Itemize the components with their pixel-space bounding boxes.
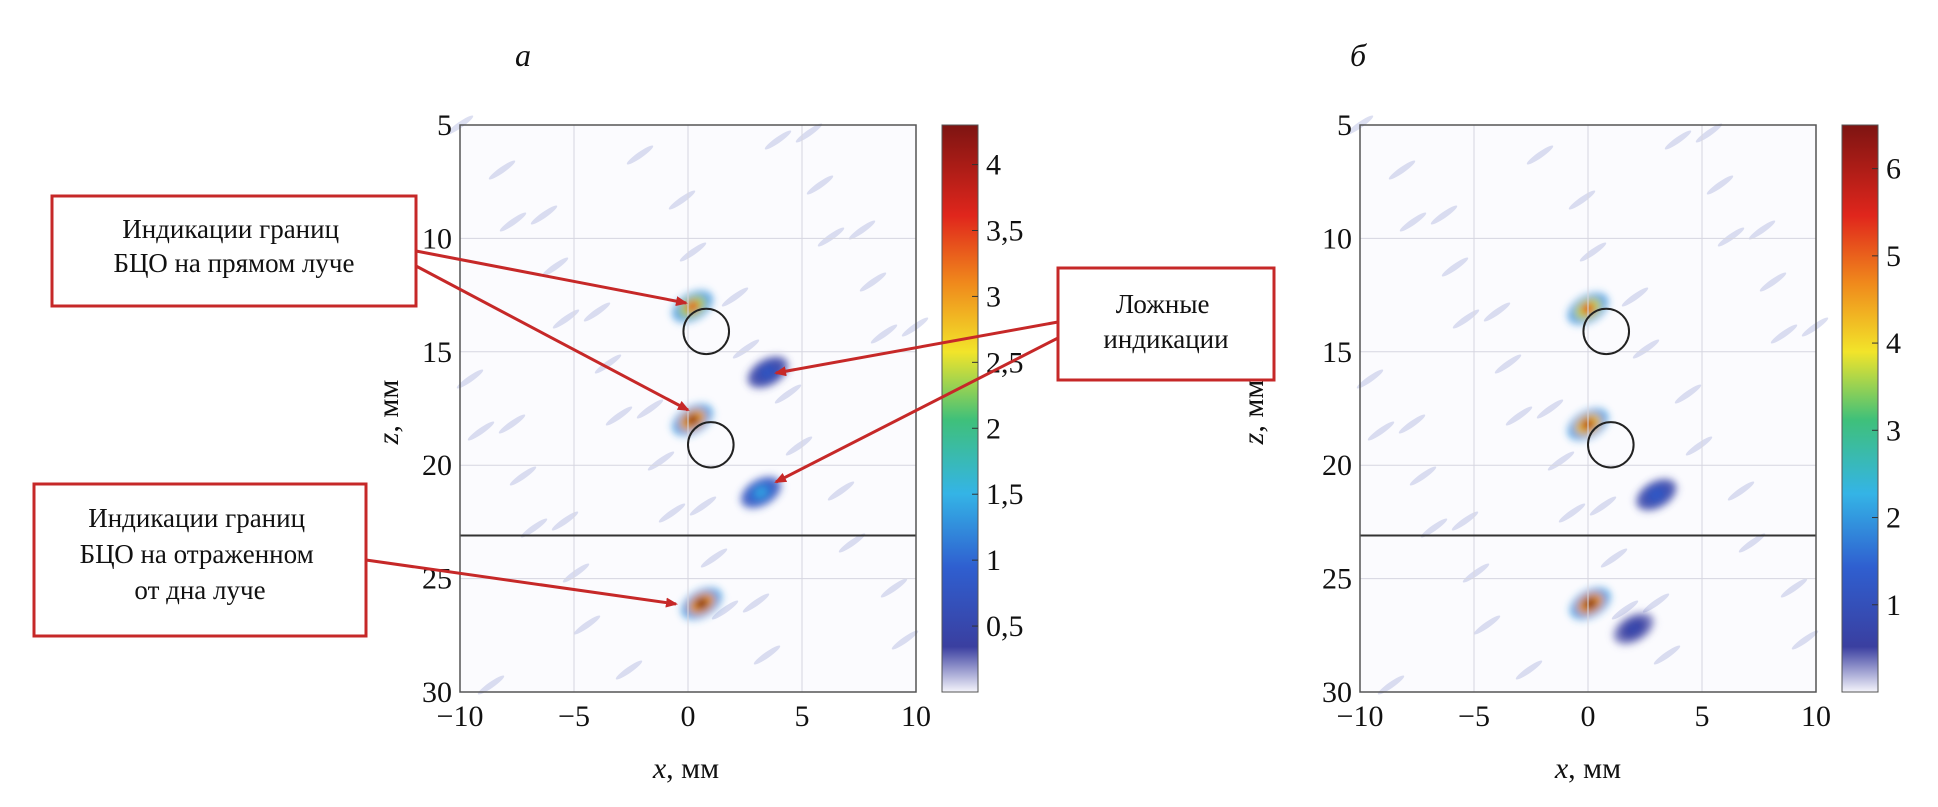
colorbar-tick-label: 4 [986,149,1001,182]
colorbar-tick-label: 6 [1886,153,1901,186]
y-tick-label: 15 [1322,336,1352,369]
callout-text-false: Ложные индикации [1103,289,1228,354]
panel-label-b: б [1350,37,1367,73]
colorbar-tick-label: 2 [986,412,1001,445]
y-tick-label: 30 [422,676,452,709]
colorbar-tick-label: 3,5 [986,214,1024,247]
y-tick-label: 20 [422,449,452,482]
defect-circle-0 [1582,307,1631,356]
colorbar-b: 1 2 3 4 5 6 [1841,124,1901,693]
arrow-false-2 [774,336,1059,484]
arrow-direct-2 [415,264,690,412]
colorbar-tick-label: 1 [986,544,1001,577]
x-tick-label: −10 [1337,700,1384,733]
x-tick-label: −5 [558,700,590,733]
colorbar-tick-label: 2 [1886,502,1901,535]
y-tick-label: 10 [422,222,452,255]
hotspot-2 [1636,478,1677,511]
panel-label-a: а [515,37,531,73]
defect-circle-0 [682,307,731,356]
y-tick-label: 15 [422,336,452,369]
hotspots [1567,292,1677,645]
hotspot-2 [740,476,782,509]
callout-text-reflected: Индикации границ БЦО на отраженном от дн… [80,503,321,605]
colorbar-tick-label: 3 [1886,414,1901,447]
colorbar-tick-label: 1,5 [986,478,1024,511]
y-tick-label: 30 [1322,676,1352,709]
colorbar-tick-label: 1 [1886,589,1901,622]
x-tick-label: 5 [795,700,810,733]
x-tick-label: 10 [1801,700,1831,733]
colorbar-gradient [1841,124,1879,693]
x-tick-label: 10 [901,700,931,733]
colorbar-gradient [941,124,979,693]
hotspot-4 [1613,612,1654,645]
colorbar-tick-label: 2,5 [986,346,1024,379]
y-tick-label: 25 [1322,563,1352,596]
defect-circle-1 [1587,421,1635,469]
callouts: Индикации границ БЦО на прямом луче Ложн… [32,194,1276,638]
callout-box-false [1056,266,1276,382]
panel-b: б −10 −5 0 5 10 5 10 15 20 25 30 1 2 3 4 5 6 x, мм z, м… [1237,37,1901,785]
heatmap-plot-b: −10 −5 0 5 10 5 10 15 20 25 30 [1322,109,1831,733]
callout-box-direct [50,194,418,308]
x-tick-label: −10 [437,700,484,733]
colorbar-tick-label: 0,5 [986,610,1024,643]
x-tick-label: −5 [1458,700,1490,733]
y-tick-label: 20 [1322,449,1352,482]
y-axis-label-a: z, мм [372,380,405,446]
colorbar-tick-label: 5 [1886,240,1901,273]
y-tick-label: 10 [1322,222,1352,255]
colorbar-tick-label: 4 [1886,327,1901,360]
plot-frame [459,124,917,693]
x-axis-label-b: x, мм [1554,752,1621,785]
y-axis-label-b: z, мм [1237,380,1270,446]
arrow-direct-1 [415,249,688,307]
hotspot-3 [681,587,722,620]
x-tick-label: 0 [681,700,696,733]
y-tick-label: 5 [437,109,452,142]
noise-texture [1346,115,1829,695]
hotspot-3 [1570,587,1611,620]
arrow-false-1 [774,320,1059,377]
defect-circle-1 [687,421,735,469]
noise-texture [446,115,929,695]
arrow-reflected [365,558,678,608]
x-tick-label: 5 [1695,700,1710,733]
x-axis-label-a: x, мм [652,752,719,785]
colorbar-a: 0,5 1 1,5 2 2,5 3 3,5 4 [941,124,1024,693]
plot-frame [1359,124,1817,693]
y-tick-label: 5 [1337,109,1352,142]
colorbar-tick-label: 3 [986,280,1001,313]
x-tick-label: 0 [1581,700,1596,733]
callout-text-direct: Индикации границ БЦО на прямом луче [114,214,355,278]
